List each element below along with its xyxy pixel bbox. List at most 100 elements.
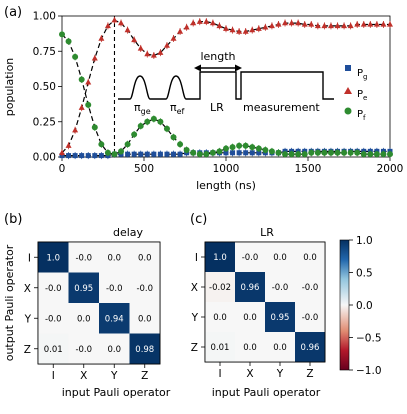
heatmap-title-delay: delay	[113, 226, 144, 239]
heatmap-cell	[265, 332, 295, 362]
data-point-pe	[170, 35, 177, 41]
heatmap-cell	[129, 303, 160, 334]
legend-marker-pe	[344, 87, 352, 94]
heatmap-cell-label: 0.95	[74, 284, 93, 294]
data-point-pg	[144, 151, 150, 157]
data-point-pe	[104, 22, 111, 29]
pulse-waveform	[118, 71, 334, 100]
heatmap-y-tick-label: Y	[24, 313, 32, 325]
heatmap-x-tick-label: X	[246, 368, 253, 380]
data-point-pf	[131, 131, 138, 138]
data-point-pe	[262, 23, 269, 30]
data-point-pf	[223, 145, 229, 152]
population-plot: 0 500 1000 1500 2000 0.00 0.25 0.50 0.75 1.00 len…	[3, 11, 403, 193]
y-tick-label: 0.75	[33, 46, 56, 58]
data-point-pe	[216, 22, 223, 29]
x-tick-label: 500	[134, 163, 154, 175]
heatmap-cell-label: 0.0	[273, 253, 287, 263]
data-point-pf	[321, 149, 328, 156]
legend-label-pe: Pe	[357, 89, 367, 102]
heatmap-y-tick-label: Z	[191, 342, 198, 354]
heatmap-x-tick-label: Z	[141, 370, 148, 382]
heatmap-x-tick-label: Z	[306, 368, 313, 380]
data-point-pe	[321, 22, 328, 29]
heatmap-cell-label: -0.0	[45, 284, 62, 294]
x-tick-label: 1500	[295, 163, 322, 175]
heatmap-ylabel-delay: output Pauli operator	[3, 244, 16, 361]
heatmap-cell	[38, 333, 69, 364]
data-point-pg	[92, 153, 98, 159]
data-point-pe	[65, 142, 72, 148]
data-point-pe	[301, 21, 308, 27]
plot-frame	[61, 15, 391, 158]
data-point-pg	[79, 153, 85, 159]
heatmap-cell-label: -0.0	[136, 284, 153, 294]
data-point-pf	[78, 76, 85, 83]
heatmap-cell-label: 1.0	[46, 253, 60, 263]
legend-label-pg: Pg	[357, 68, 367, 81]
data-point-pe	[327, 22, 334, 29]
data-point-pg	[66, 153, 72, 159]
heatmap-border	[204, 241, 326, 363]
heatmap-cell	[235, 332, 265, 362]
colorbar-tick-label: −0.5	[356, 333, 382, 345]
heatmap-cell	[235, 242, 265, 272]
data-point-pf	[308, 149, 315, 156]
heatmap-cell	[235, 302, 265, 332]
data-point-pg	[131, 151, 137, 157]
length-label: length	[200, 50, 235, 63]
pulse-sequence-inset: length πge πef LR measurement	[118, 50, 334, 116]
data-point-pf	[118, 148, 125, 155]
data-point-pf	[137, 122, 144, 129]
heatmap-cell-label: 0.95	[271, 313, 290, 323]
heatmap-x-tick-label: I	[218, 368, 221, 380]
data-point-pf	[144, 118, 151, 125]
heatmap-x-tick-label: Y	[110, 370, 118, 382]
x-tick-label: 1000	[213, 163, 240, 175]
data-point-pg	[171, 151, 177, 157]
data-point-pg	[243, 150, 249, 156]
heatmap-cell-label: -0.0	[302, 313, 319, 323]
data-point-pe	[150, 52, 157, 58]
heatmap-cell	[38, 303, 69, 334]
data-point-pf	[327, 149, 334, 156]
data-point-pf	[334, 149, 341, 156]
data-point-pe	[255, 25, 262, 31]
data-point-pf	[150, 115, 157, 122]
data-point-pg	[151, 151, 157, 157]
data-point-pe	[118, 19, 125, 26]
heatmap-xlabel-lr: input Pauli operator	[212, 386, 321, 399]
heatmap-cell	[235, 272, 265, 302]
data-point-pf	[275, 149, 282, 156]
data-point-pf	[170, 134, 177, 141]
data-point-pf	[268, 148, 275, 155]
data-point-pg	[249, 150, 255, 156]
data-point-pf	[295, 151, 302, 158]
data-point-pe	[223, 25, 229, 31]
heatmap-cell	[205, 242, 235, 272]
data-point-pe	[354, 21, 361, 27]
heatmap-x-tick-label: X	[80, 370, 87, 382]
data-point-pe	[314, 22, 321, 29]
data-point-pf	[196, 151, 203, 158]
heatmap-cell	[38, 242, 69, 273]
heatmap-title-lr: LR	[260, 226, 274, 239]
heatmap-cell-label: 0.01	[44, 345, 63, 355]
heatmap-y-tick-label: I	[28, 252, 31, 264]
heatmap-cell	[265, 242, 295, 272]
heatmap-cell-label: 0.0	[138, 314, 152, 324]
data-point-pf	[203, 151, 210, 158]
data-point-pe	[347, 22, 354, 29]
panel-label-a: (a)	[4, 5, 22, 20]
heatmap-lr: LR 1.0 -0.0 0.0 0.0 -0.02 0.96 -0.0 -0.0 0.0 0.0 0…	[191, 226, 326, 399]
colorbar-gradient	[339, 239, 350, 371]
heatmap-cell-label: 0.0	[107, 253, 121, 263]
heatmap-cell-label: 1.0	[213, 253, 227, 263]
data-point-pe	[157, 49, 164, 55]
data-point-pe	[341, 22, 348, 29]
data-point-pg	[230, 150, 236, 156]
data-point-pe	[334, 22, 341, 29]
data-point-pf	[104, 149, 111, 156]
heatmap-cell	[129, 242, 160, 273]
heatmap-delay: delay 1.0 -0.0 0.0 0.0 -0.0 0.95 -0.0 -0.0 -0.0 0…	[3, 226, 171, 399]
